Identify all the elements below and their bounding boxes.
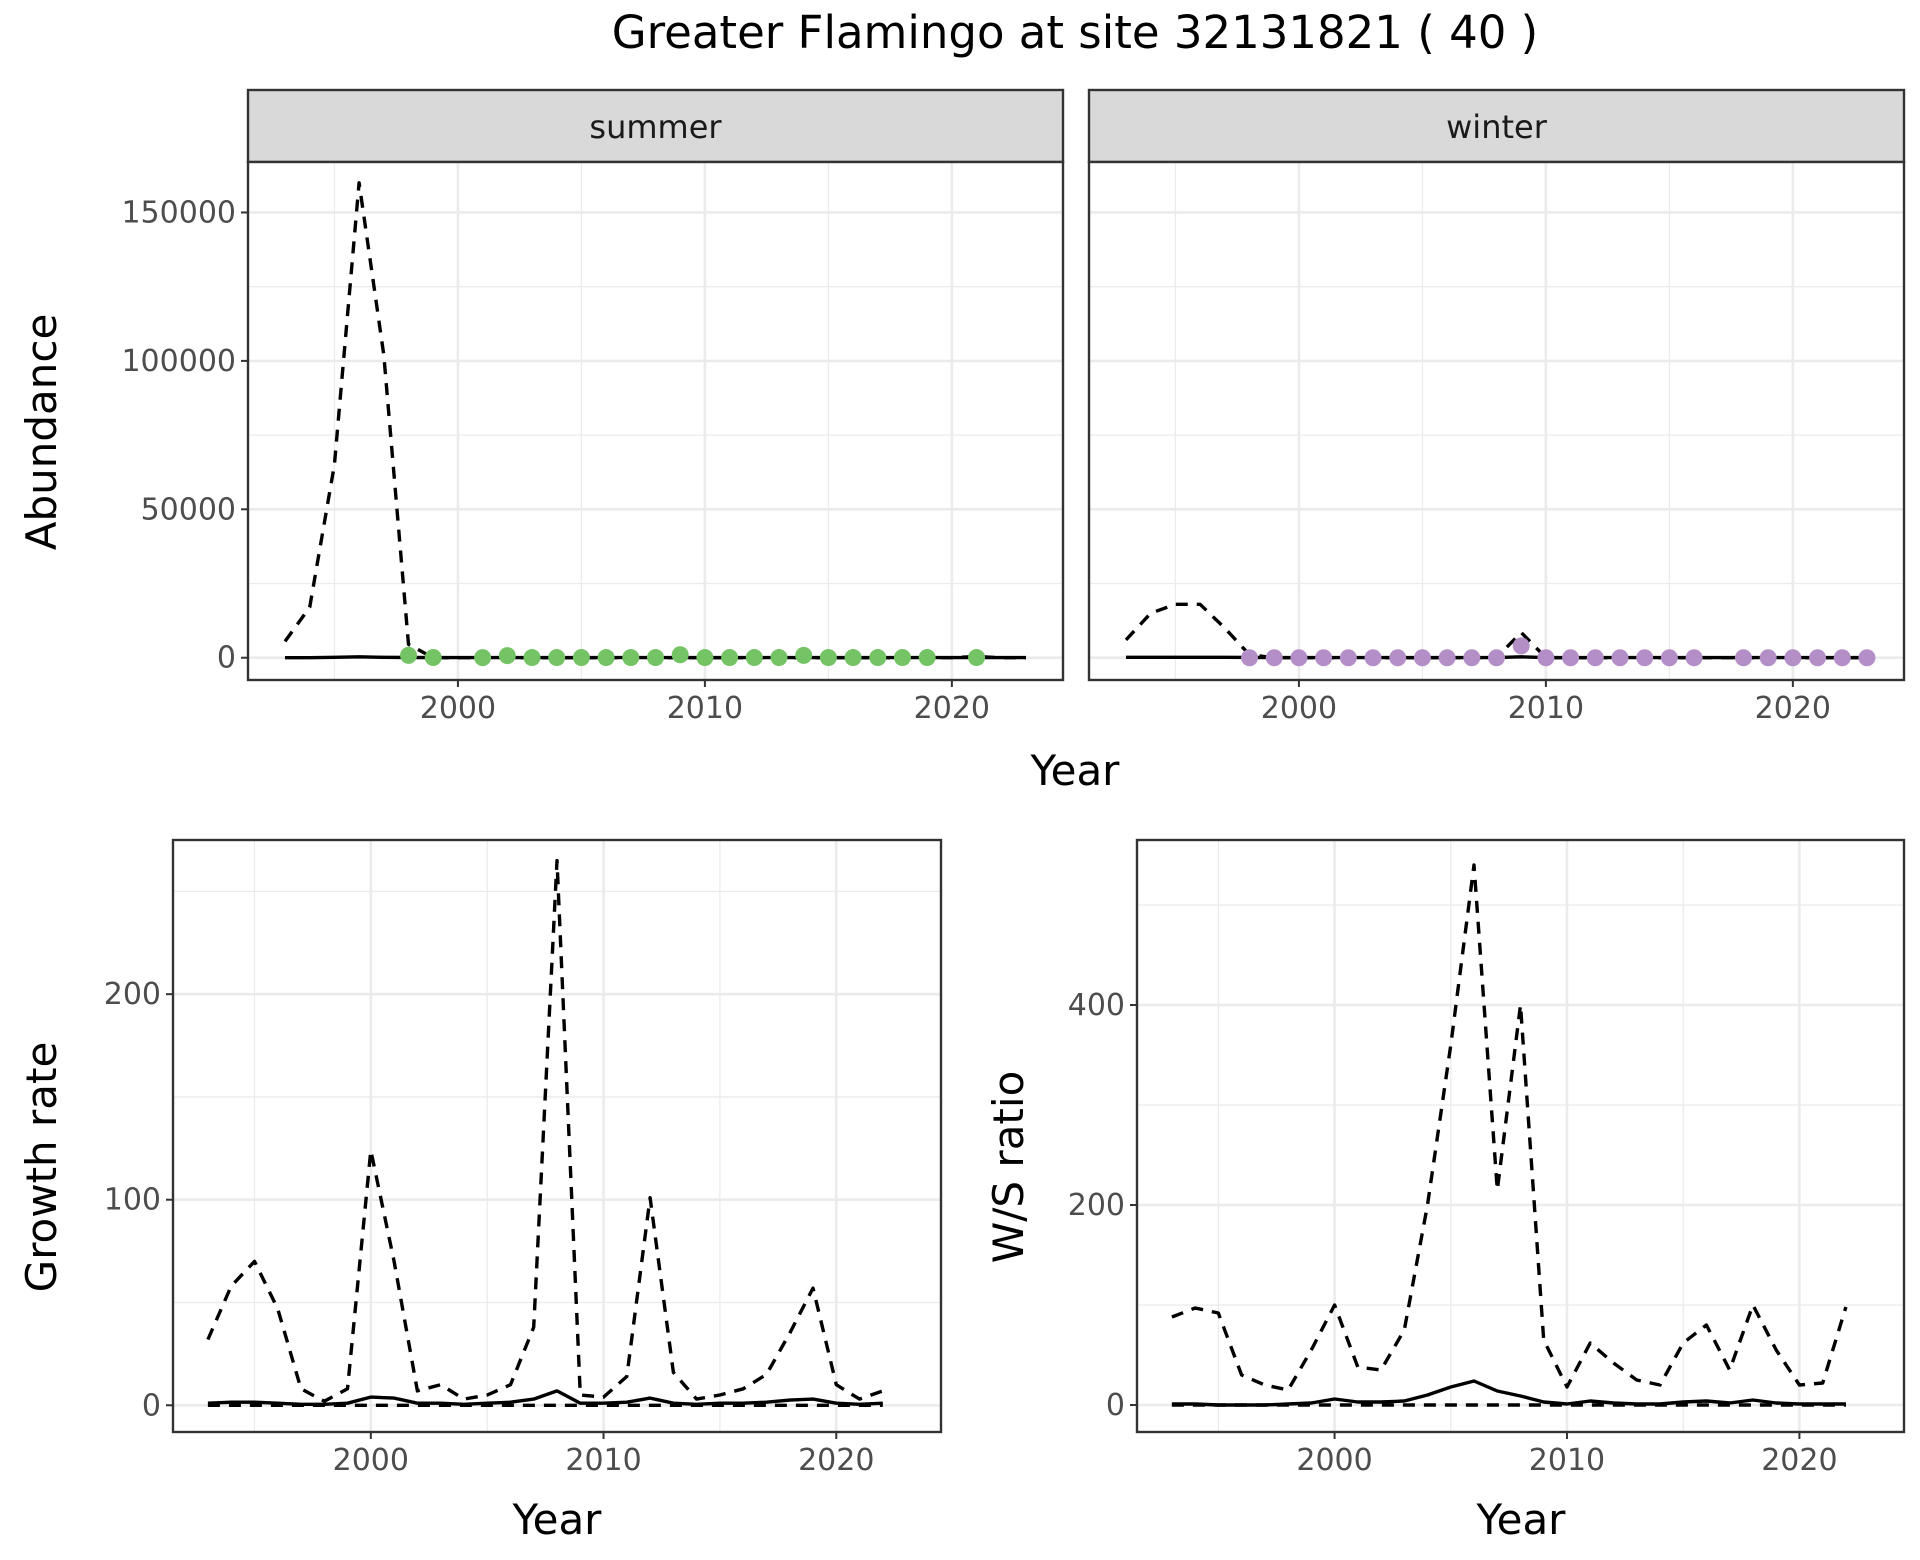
y-tick-label: 0	[1106, 1388, 1125, 1423]
data-point	[572, 649, 590, 667]
data-point	[424, 648, 442, 666]
panel-background	[1089, 162, 1904, 680]
growth-rate-panel: 2000 2010 2020 0 100 200	[104, 838, 943, 1478]
y-tick-label: 100	[104, 1183, 161, 1218]
data-point	[1636, 649, 1654, 667]
y-tick-label: 100000	[121, 344, 236, 379]
data-point	[1315, 649, 1333, 667]
data-point	[721, 649, 739, 667]
data-point	[1512, 637, 1530, 655]
data-point	[819, 649, 837, 667]
x-tick-label: 2020	[914, 691, 990, 726]
strip-summer	[246, 88, 1065, 164]
data-point	[548, 649, 566, 667]
y-tick-label: 150000	[121, 195, 236, 230]
data-point	[1734, 649, 1752, 667]
panel-border	[1135, 838, 1906, 1434]
y-tick-label: 200	[104, 977, 161, 1012]
x-tick-label: 2020	[1755, 691, 1831, 726]
strip-winter	[1087, 88, 1906, 164]
panel-border	[1087, 160, 1906, 682]
y-tick-label: 0	[217, 641, 236, 676]
data-point	[1413, 649, 1431, 667]
data-point	[498, 647, 516, 665]
figure-title: Greater Flamingo at site 32131821 ( 40 )	[612, 6, 1538, 59]
data-point	[1389, 649, 1407, 667]
panel-border	[246, 160, 1065, 682]
winter-panel: 2000 2010 2020	[1087, 160, 1906, 726]
data-point	[400, 646, 418, 664]
x-tick-label: 2020	[1761, 1443, 1837, 1478]
y-tick-label: 0	[142, 1388, 161, 1423]
data-point	[523, 649, 541, 667]
ratio-x-axis-title: Year	[1476, 1495, 1567, 1544]
data-point	[1488, 649, 1505, 667]
data-point	[696, 649, 714, 667]
top-y-axis-title: Abundance	[17, 314, 66, 551]
data-point	[918, 649, 936, 667]
strip-summer-label: summer	[589, 108, 722, 146]
data-point	[647, 649, 664, 667]
data-point	[1290, 649, 1308, 667]
data-point	[1833, 649, 1851, 667]
data-point	[770, 649, 788, 667]
ws-ratio-panel: 2000 2010 2020 0 200 400	[1068, 838, 1906, 1478]
x-tick-label: 2000	[1296, 1443, 1372, 1478]
growth-y-axis-title: Growth rate	[17, 1042, 66, 1293]
growth-x-axis-title: Year	[512, 1495, 603, 1544]
x-tick-label: 2020	[798, 1443, 874, 1478]
dashed-series-line	[1171, 863, 1848, 1392]
strip-winter-label: winter	[1446, 108, 1548, 146]
panel-background	[173, 840, 941, 1432]
data-point	[795, 646, 813, 664]
data-point	[1759, 649, 1777, 667]
data-point	[844, 649, 862, 667]
panel-border	[171, 838, 943, 1434]
panel-background	[248, 162, 1063, 680]
data-point	[1685, 649, 1703, 667]
data-point	[622, 649, 640, 667]
x-tick-label: 2000	[333, 1443, 409, 1478]
data-point	[893, 649, 911, 667]
y-tick-label: 200	[1068, 1188, 1125, 1223]
x-tick-label: 2010	[1529, 1443, 1605, 1478]
data-point	[1858, 649, 1876, 667]
data-point	[1364, 649, 1382, 667]
data-point	[1438, 649, 1456, 667]
panel-background	[1137, 840, 1904, 1432]
y-tick-label: 400	[1068, 988, 1125, 1023]
data-point	[1241, 649, 1259, 667]
x-tick-label: 2010	[667, 691, 743, 726]
ratio-y-axis-title: W/S ratio	[984, 1071, 1033, 1264]
data-point	[745, 649, 763, 667]
data-point	[968, 649, 986, 667]
data-point	[1611, 649, 1629, 667]
data-point	[869, 649, 887, 667]
data-point	[671, 646, 689, 664]
data-point	[1586, 649, 1604, 667]
x-tick-label: 2010	[565, 1443, 641, 1478]
data-point	[1784, 649, 1802, 667]
y-tick-label: 50000	[141, 492, 236, 527]
x-tick-label: 2000	[420, 691, 496, 726]
data-point	[1660, 649, 1678, 667]
dashed-series-line	[206, 858, 884, 1403]
data-point	[1562, 649, 1580, 667]
data-point	[474, 649, 492, 667]
data-point	[1809, 649, 1827, 667]
top-x-axis-title: Year	[1030, 746, 1121, 795]
data-point	[1265, 649, 1283, 667]
data-point	[1339, 649, 1357, 667]
summer-panel: 2000 2010 2020 0 50000 100000 150000	[121, 160, 1065, 726]
x-tick-label: 2000	[1261, 691, 1337, 726]
data-point	[1537, 649, 1555, 667]
data-point	[1463, 649, 1481, 667]
x-tick-label: 2010	[1508, 691, 1584, 726]
data-point	[597, 649, 615, 667]
